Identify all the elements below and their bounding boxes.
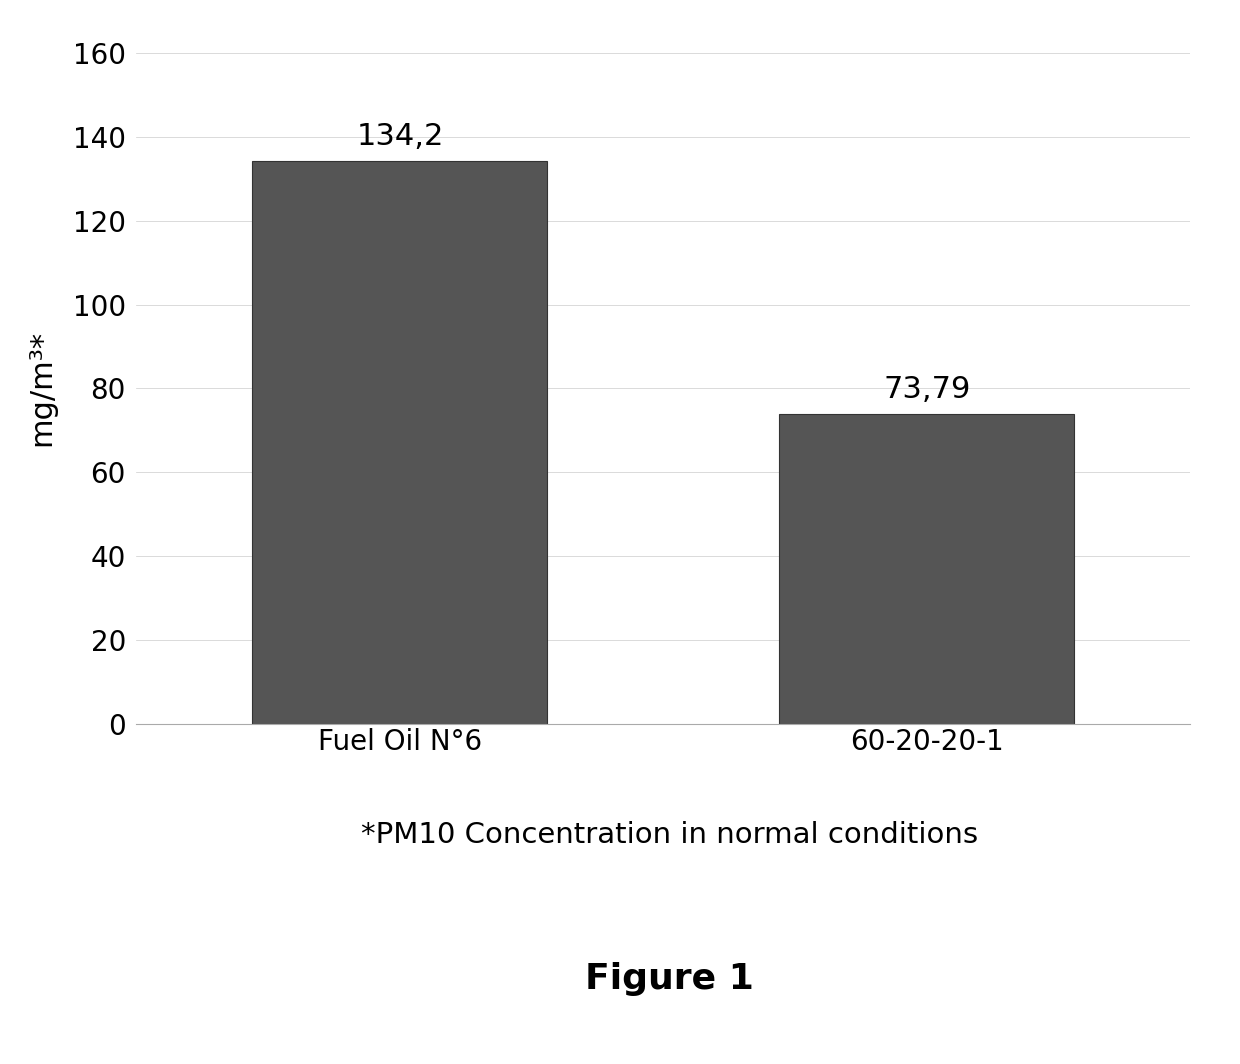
Y-axis label: mg/m³*: mg/m³* [27, 330, 56, 447]
Bar [779, 414, 1074, 724]
Text: 73,79: 73,79 [883, 375, 971, 404]
Bar [253, 162, 547, 724]
Text: 134,2: 134,2 [356, 121, 444, 151]
Text: *PM10 Concentration in normal conditions: *PM10 Concentration in normal conditions [361, 821, 978, 849]
Text: Figure 1: Figure 1 [585, 962, 754, 996]
